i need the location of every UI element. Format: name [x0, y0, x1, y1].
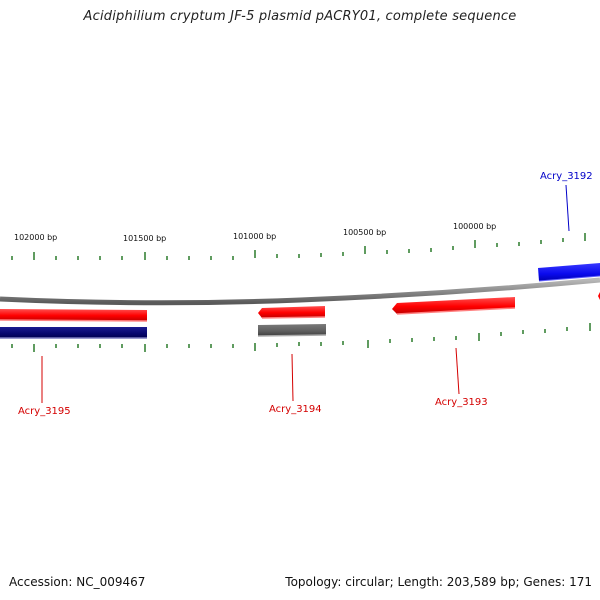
scale-label-100500: 100500 bp — [343, 228, 386, 237]
gene-label-acry-3194[interactable]: Acry_3194 — [269, 404, 322, 415]
accession-text: Accession: NC_009467 — [9, 575, 146, 589]
map-title: Acidiphilium cryptum JF-5 plasmid pACRY0… — [83, 9, 517, 24]
sequence-summary-text: Topology: circular; Length: 203,589 bp; … — [285, 575, 592, 589]
gene-acry-3195-partner-block[interactable] — [0, 327, 147, 339]
gene-acry-3195-block[interactable] — [0, 309, 148, 322]
gene-acry-3194-block[interactable] — [258, 306, 326, 319]
gene-acry-3192-block[interactable] — [538, 263, 600, 282]
gene-label-acry-3195[interactable]: Acry_3195 — [18, 406, 71, 417]
gene-label-acry-3193[interactable]: Acry_3193 — [435, 397, 488, 408]
leader-acry-3192 — [565, 184, 570, 232]
gene-acry-3193-block[interactable] — [392, 297, 516, 315]
partial-gene-right-edge-lower[interactable] — [591, 324, 600, 336]
scale-label-102000: 102000 bp — [14, 233, 57, 242]
inner-scale-ticks — [11, 323, 591, 352]
scale-label-101500: 101500 bp — [123, 234, 166, 243]
leader-acry-3194 — [291, 353, 294, 402]
gene-label-acry-3192[interactable]: Acry_3192 — [540, 171, 593, 182]
gene-acry-3194-partner-block[interactable] — [257, 324, 327, 337]
leader-acry-3193 — [455, 347, 460, 395]
plasmid-backbone — [0, 277, 600, 306]
outer-scale-ticks — [11, 233, 586, 260]
scale-label-101000: 101000 bp — [233, 232, 276, 241]
scale-label-100000: 100000 bp — [453, 222, 496, 231]
